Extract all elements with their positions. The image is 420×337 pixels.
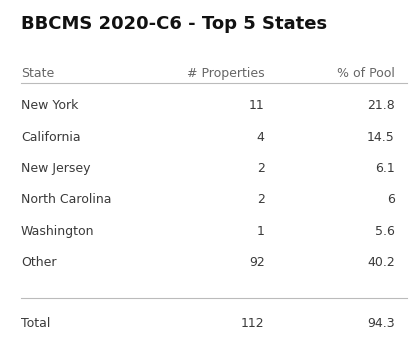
Text: Total: Total [21, 317, 50, 331]
Text: 6.1: 6.1 [375, 162, 395, 175]
Text: 112: 112 [241, 317, 265, 331]
Text: 2: 2 [257, 162, 265, 175]
Text: 6: 6 [387, 193, 395, 207]
Text: 11: 11 [249, 99, 265, 113]
Text: 94.3: 94.3 [367, 317, 395, 331]
Text: 14.5: 14.5 [367, 131, 395, 144]
Text: State: State [21, 67, 54, 81]
Text: BBCMS 2020-C6 - Top 5 States: BBCMS 2020-C6 - Top 5 States [21, 15, 327, 33]
Text: New York: New York [21, 99, 79, 113]
Text: Other: Other [21, 256, 57, 269]
Text: California: California [21, 131, 81, 144]
Text: 4: 4 [257, 131, 265, 144]
Text: # Properties: # Properties [187, 67, 265, 81]
Text: 92: 92 [249, 256, 265, 269]
Text: North Carolina: North Carolina [21, 193, 111, 207]
Text: 1: 1 [257, 225, 265, 238]
Text: 5.6: 5.6 [375, 225, 395, 238]
Text: New Jersey: New Jersey [21, 162, 90, 175]
Text: Washington: Washington [21, 225, 94, 238]
Text: 21.8: 21.8 [367, 99, 395, 113]
Text: 40.2: 40.2 [367, 256, 395, 269]
Text: % of Pool: % of Pool [337, 67, 395, 81]
Text: 2: 2 [257, 193, 265, 207]
